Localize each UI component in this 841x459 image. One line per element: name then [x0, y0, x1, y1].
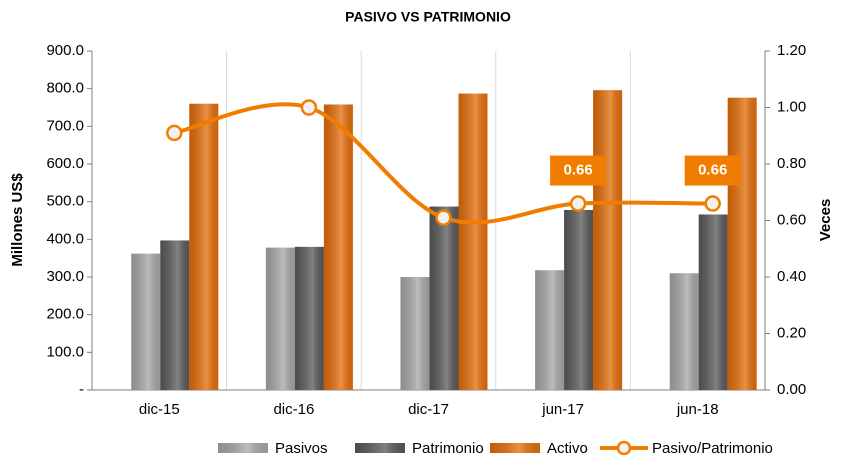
legend-swatch-shine	[490, 443, 540, 453]
y-tick-label: 500.0	[46, 193, 84, 210]
bar-shine	[131, 253, 161, 390]
y2-tick-label: 1.00	[777, 98, 806, 115]
bar-shine	[535, 270, 565, 390]
x-tick-label: jun-17	[541, 401, 584, 418]
y-tick-label: 700.0	[46, 117, 84, 134]
legend-label: Pasivos	[275, 440, 328, 457]
legend-swatch-shine	[218, 443, 268, 453]
line-marker	[569, 195, 587, 212]
y2-tick-label: 0.00	[777, 381, 806, 398]
x-tick-label: dic-17	[408, 401, 449, 418]
line-marker	[704, 195, 721, 212]
chart-title: PASIVO VS PATRIMONIO	[345, 9, 511, 25]
bar-shine	[323, 104, 353, 390]
legend-swatch-shine	[355, 443, 405, 453]
bar-shine	[429, 206, 459, 390]
x-tick-label: jun-18	[676, 401, 719, 418]
y2-tick-label: 0.20	[777, 324, 806, 341]
line	[173, 102, 713, 225]
legend-label: Activo	[547, 440, 588, 457]
line-marker	[435, 209, 452, 226]
bar-shine	[265, 247, 295, 390]
bar-shine	[593, 90, 623, 390]
legend-marker	[616, 440, 632, 456]
y-tick-label: 100.0	[46, 343, 84, 360]
y-tick-label: -	[79, 381, 84, 398]
y-tick-label: 300.0	[46, 268, 84, 285]
bar-shine	[727, 97, 757, 390]
y2-tick-label: 0.80	[777, 155, 806, 172]
y2-tick-label: 1.20	[777, 42, 806, 59]
value-label: 0.66	[563, 162, 592, 179]
line-marker	[166, 124, 183, 142]
x-tick-label: dic-15	[139, 401, 180, 418]
y-tick-label: 800.0	[46, 80, 84, 97]
bar-shine	[294, 246, 324, 390]
y-tick-label: 400.0	[46, 230, 84, 247]
y2-tick-label: 0.60	[777, 211, 806, 228]
bar-shine	[189, 103, 219, 390]
y2-tick-label: 0.40	[777, 268, 806, 285]
bar-shine	[669, 273, 699, 390]
line-marker	[300, 99, 318, 116]
y-axis-title: Millones US$	[9, 173, 26, 267]
value-label: 0.66	[698, 162, 727, 179]
legend-label: Pasivo/Patrimonio	[652, 440, 773, 457]
y-tick-label: 600.0	[46, 155, 84, 172]
bar-shine	[160, 240, 190, 390]
y2-axis-title: Veces	[817, 199, 834, 242]
y-tick-label: 200.0	[46, 306, 84, 323]
bar-shine	[400, 277, 430, 390]
bar-shine	[458, 93, 488, 391]
bar-shine	[564, 209, 594, 390]
value-label-box	[684, 155, 741, 186]
legend-label: Patrimonio	[412, 440, 484, 457]
y-tick-label: 900.0	[46, 42, 84, 59]
value-label-box	[550, 155, 607, 186]
x-tick-label: dic-16	[273, 401, 314, 418]
bar-shine	[698, 214, 728, 390]
